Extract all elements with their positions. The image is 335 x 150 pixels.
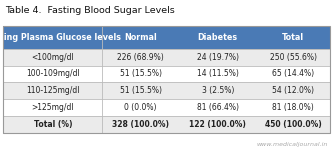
Text: Table 4.  Fasting Blood Sugar Levels: Table 4. Fasting Blood Sugar Levels	[5, 6, 175, 15]
Text: Diabetes: Diabetes	[198, 33, 238, 42]
Text: 3 (2.5%): 3 (2.5%)	[202, 86, 234, 95]
Text: 65 (14.4%): 65 (14.4%)	[272, 69, 314, 78]
Bar	[256, 99, 330, 116]
Text: 54 (12.0%): 54 (12.0%)	[272, 86, 314, 95]
Text: 250 (55.6%): 250 (55.6%)	[270, 53, 317, 62]
Bar	[102, 66, 179, 82]
Text: www.medicaljournal.in: www.medicaljournal.in	[257, 142, 328, 147]
Text: 81 (18.0%): 81 (18.0%)	[272, 103, 314, 112]
Text: 24 (19.7%): 24 (19.7%)	[197, 53, 239, 62]
Bar	[3, 82, 102, 99]
Text: Fasting Plasma Glucose levels: Fasting Plasma Glucose levels	[0, 33, 121, 42]
Bar	[256, 116, 330, 133]
Text: 14 (11.5%): 14 (11.5%)	[197, 69, 239, 78]
Bar	[256, 26, 330, 49]
Text: Normal: Normal	[124, 33, 157, 42]
Bar	[179, 116, 256, 133]
Text: 81 (66.4%): 81 (66.4%)	[197, 103, 239, 112]
Bar	[3, 49, 102, 66]
Bar	[3, 66, 102, 82]
Bar	[3, 26, 330, 133]
Text: Total (%): Total (%)	[34, 120, 72, 129]
Bar	[102, 26, 179, 49]
Bar	[256, 66, 330, 82]
Text: >125mg/dl: >125mg/dl	[31, 103, 74, 112]
Bar	[179, 82, 256, 99]
Text: 328 (100.0%): 328 (100.0%)	[112, 120, 169, 129]
Text: 0 (0.0%): 0 (0.0%)	[124, 103, 157, 112]
Text: 100-109mg/dl: 100-109mg/dl	[26, 69, 80, 78]
Text: 122 (100.0%): 122 (100.0%)	[189, 120, 246, 129]
Bar	[3, 26, 102, 49]
Bar	[179, 66, 256, 82]
Bar	[256, 49, 330, 66]
Text: 51 (15.5%): 51 (15.5%)	[120, 69, 162, 78]
Text: <100mg/dl: <100mg/dl	[31, 53, 74, 62]
Bar	[179, 99, 256, 116]
Text: 226 (68.9%): 226 (68.9%)	[117, 53, 164, 62]
Bar	[256, 82, 330, 99]
Text: 51 (15.5%): 51 (15.5%)	[120, 86, 162, 95]
Text: 110-125mg/dl: 110-125mg/dl	[26, 86, 79, 95]
Bar	[102, 116, 179, 133]
Bar	[3, 99, 102, 116]
Bar	[3, 116, 102, 133]
Bar	[179, 26, 256, 49]
Text: 450 (100.0%): 450 (100.0%)	[265, 120, 322, 129]
Bar	[179, 49, 256, 66]
Bar	[102, 82, 179, 99]
Text: Total: Total	[282, 33, 304, 42]
Bar	[102, 49, 179, 66]
Bar	[102, 99, 179, 116]
